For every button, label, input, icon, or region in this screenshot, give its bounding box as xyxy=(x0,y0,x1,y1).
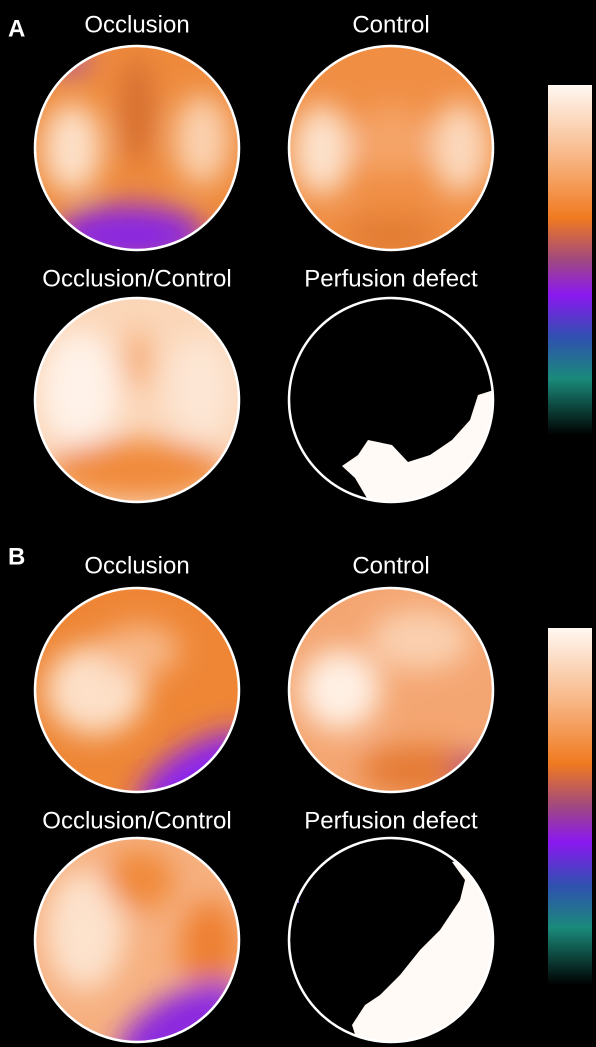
polar-map xyxy=(30,585,276,836)
map-label: Perfusion defect xyxy=(304,807,478,834)
map-label: Occlusion xyxy=(84,552,189,579)
map-label: Control xyxy=(352,552,429,579)
panel-letter: B xyxy=(8,543,25,570)
page: A Occlusion Control Occlusion/Control Pe… xyxy=(0,0,596,1047)
color-bar xyxy=(548,85,592,435)
map-label: Perfusion defect xyxy=(304,265,478,292)
polar-map xyxy=(30,835,256,1047)
polar-map xyxy=(285,40,505,260)
color-bar xyxy=(548,628,592,985)
figure: A Occlusion Control Occlusion/Control Pe… xyxy=(0,0,596,1047)
panel-letter: A xyxy=(8,15,25,42)
map-label: Occlusion/Control xyxy=(42,265,231,292)
defect-map xyxy=(285,835,505,1047)
polar-map xyxy=(30,40,250,265)
map-label: Control xyxy=(352,11,429,38)
map-label: Occlusion xyxy=(84,11,189,38)
map-label: Occlusion/Control xyxy=(42,807,231,834)
